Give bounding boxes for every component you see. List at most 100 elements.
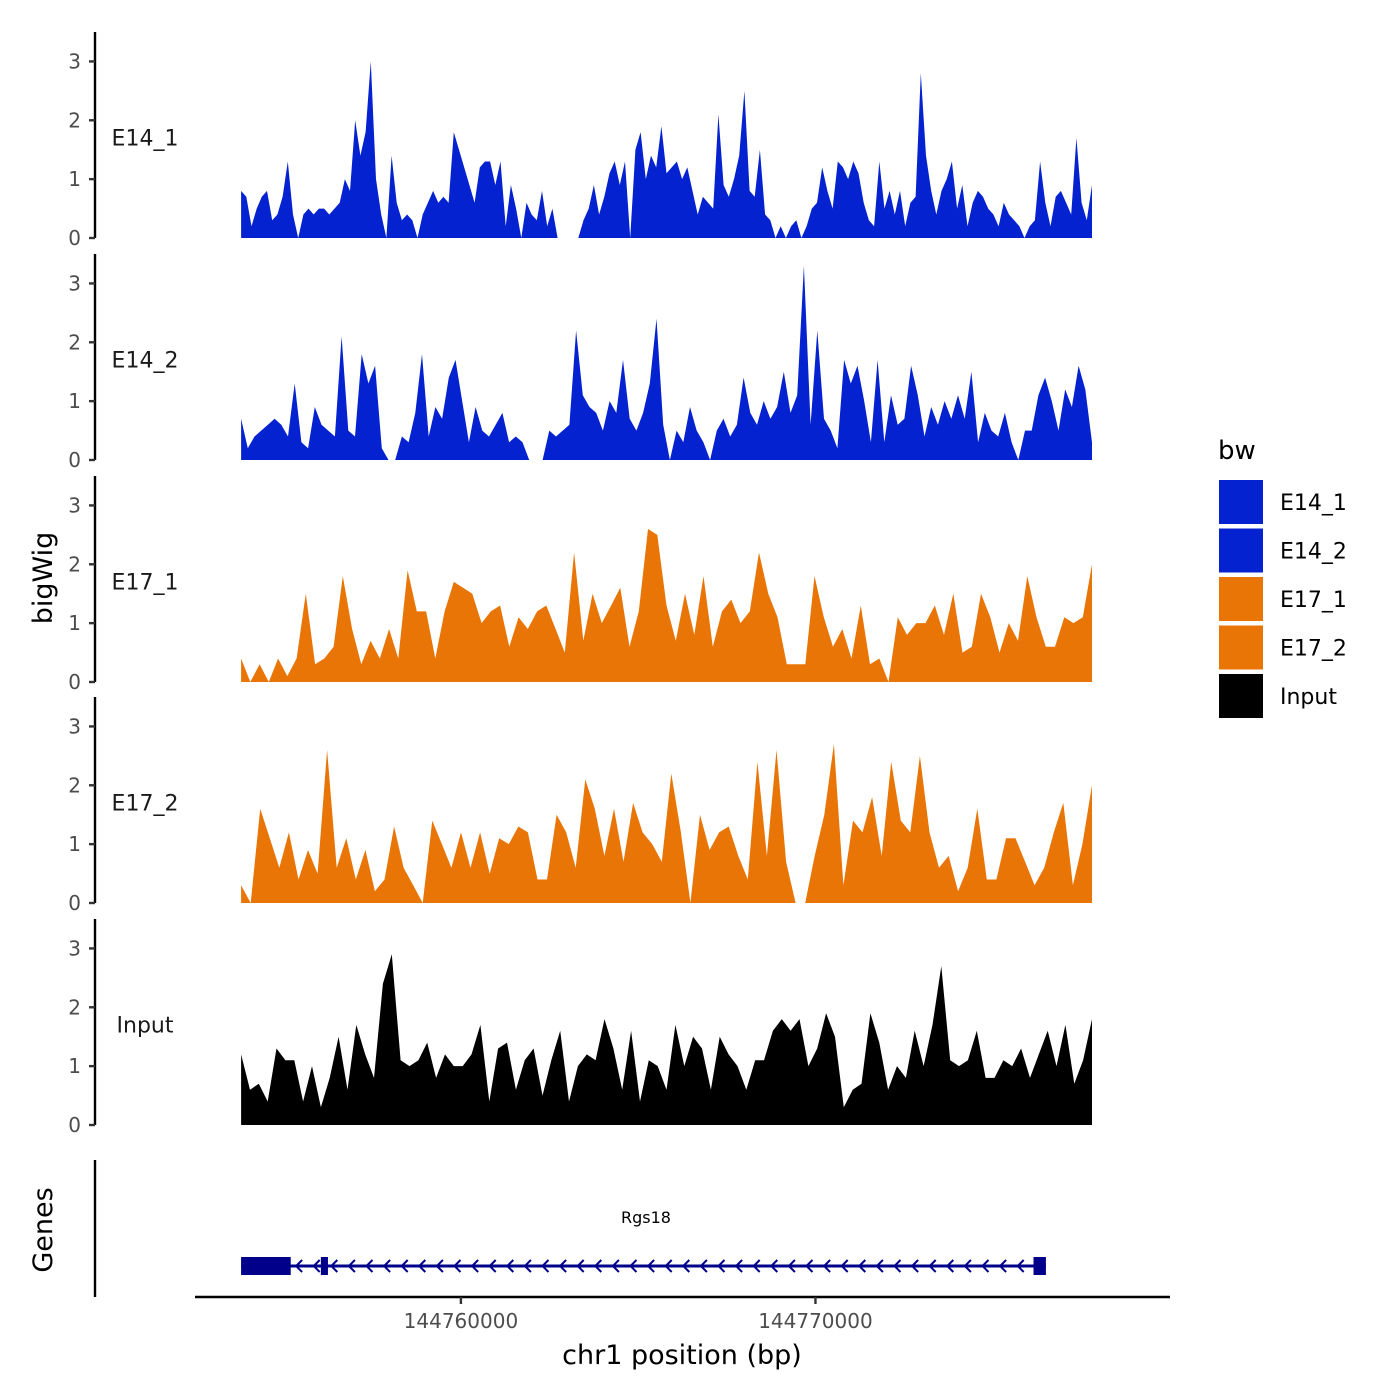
strand-arrow bbox=[769, 1259, 779, 1273]
legend-item-E17_2: E17_2 bbox=[1219, 625, 1347, 670]
y-tick-label: 0 bbox=[68, 448, 81, 472]
signal-area-E14_1 bbox=[241, 61, 1093, 239]
panel-label: E14_1 bbox=[112, 126, 179, 151]
strand-arrow bbox=[717, 1259, 726, 1273]
signal-area-E17_1 bbox=[241, 529, 1093, 682]
y-tick-label: 2 bbox=[68, 995, 81, 1019]
y-tick-label: 3 bbox=[68, 493, 81, 517]
legend-label: E14_1 bbox=[1280, 491, 1347, 516]
strand-arrow bbox=[365, 1259, 374, 1273]
panel-E17_1: 0 1 2 3 E17_1 bbox=[68, 476, 1093, 694]
gene-exon bbox=[241, 1257, 291, 1275]
strand-arrow bbox=[488, 1259, 497, 1273]
strand-arrow bbox=[805, 1259, 814, 1273]
strand-arrow bbox=[910, 1259, 919, 1273]
y-tick-label: 1 bbox=[68, 1054, 81, 1078]
strand-arrow bbox=[752, 1259, 761, 1273]
y-axis-title: bigWig bbox=[28, 532, 59, 625]
panel-E14_1: 0 1 2 3 E14_1 bbox=[68, 32, 1093, 250]
genes-axis-title: Genes bbox=[28, 1187, 59, 1272]
strand-arrow bbox=[505, 1259, 515, 1273]
y-tick-label: 1 bbox=[68, 167, 81, 191]
strand-arrow bbox=[576, 1259, 585, 1273]
gene-exon bbox=[320, 1257, 328, 1275]
y-tick-label: 0 bbox=[68, 226, 81, 250]
genes-panel: Rgs18 bbox=[93, 1160, 1046, 1297]
y-tick-label: 3 bbox=[68, 714, 81, 738]
legend-label: Input bbox=[1280, 685, 1337, 710]
strand-arrow bbox=[857, 1259, 867, 1273]
strand-arrow bbox=[417, 1259, 427, 1273]
legend-swatch bbox=[1219, 577, 1263, 621]
gene-name-label: Rgs18 bbox=[621, 1208, 671, 1227]
legend-title: bw bbox=[1218, 436, 1256, 466]
strand-arrow bbox=[822, 1259, 831, 1273]
panel-label: E17_1 bbox=[112, 570, 179, 595]
strand-arrow bbox=[400, 1259, 409, 1273]
legend-swatch bbox=[1219, 480, 1263, 524]
y-tick-label: 3 bbox=[68, 936, 81, 960]
signal-area-E14_2 bbox=[241, 265, 1093, 460]
y-tick-label: 0 bbox=[68, 1113, 81, 1137]
strand-arrow bbox=[294, 1259, 303, 1273]
gene-exon bbox=[1033, 1257, 1046, 1275]
y-tick-label: 2 bbox=[68, 330, 81, 354]
strand-arrow bbox=[734, 1259, 743, 1273]
x-axis-title: chr1 position (bp) bbox=[562, 1340, 802, 1371]
y-tick-label: 3 bbox=[68, 49, 81, 73]
strand-arrow bbox=[699, 1259, 708, 1273]
strand-arrow bbox=[1016, 1259, 1025, 1273]
y-tick-label: 1 bbox=[68, 832, 81, 856]
strand-arrow bbox=[611, 1259, 620, 1273]
y-tick-label: 2 bbox=[68, 773, 81, 797]
y-tick-label: 2 bbox=[68, 108, 81, 132]
strand-arrow bbox=[541, 1259, 550, 1273]
panel-E14_2: 0 1 2 3 E14_2 bbox=[68, 254, 1093, 472]
strand-arrow bbox=[593, 1259, 603, 1273]
signal-area-E17_2 bbox=[241, 744, 1093, 903]
strand-arrow bbox=[963, 1259, 972, 1273]
y-tick-label: 1 bbox=[68, 611, 81, 635]
strand-arrow bbox=[347, 1259, 356, 1273]
strand-arrow bbox=[840, 1259, 849, 1273]
legend-item-Input: Input bbox=[1219, 674, 1337, 718]
signal-area-Input bbox=[241, 954, 1093, 1125]
strand-arrow bbox=[312, 1259, 321, 1273]
legend-swatch bbox=[1219, 528, 1263, 573]
legend-swatch bbox=[1219, 625, 1263, 670]
legend-item-E14_2: E14_2 bbox=[1219, 528, 1347, 573]
strand-arrow bbox=[998, 1259, 1007, 1273]
strand-arrow bbox=[893, 1259, 902, 1273]
y-tick-label: 2 bbox=[68, 552, 81, 576]
strand-arrow bbox=[435, 1259, 444, 1273]
strand-arrow bbox=[382, 1259, 391, 1273]
legend-label: E17_2 bbox=[1280, 637, 1347, 662]
panel-Input: 0 1 2 3 Input bbox=[68, 919, 1093, 1137]
signal-panels: 0 1 2 3 E14_1 0 1 2 3 E14_2 0 1 2 3 E17_1 0 1 2 3 E17_2 0 1 2 3… bbox=[68, 32, 1093, 1137]
legend-label: E14_2 bbox=[1280, 540, 1347, 565]
x-tick-label: 144770000 bbox=[758, 1309, 873, 1333]
x-axis: 144760000 144770000 bbox=[195, 1295, 1170, 1333]
y-tick-label: 3 bbox=[68, 271, 81, 295]
legend-item-E14_1: E14_1 bbox=[1219, 480, 1347, 524]
legend-label: E17_1 bbox=[1280, 588, 1347, 613]
legend-swatch bbox=[1219, 674, 1263, 718]
strand-arrow bbox=[787, 1259, 796, 1273]
strand-arrow bbox=[470, 1259, 479, 1273]
y-tick-label: 0 bbox=[68, 891, 81, 915]
strand-arrow bbox=[558, 1259, 567, 1273]
strand-arrow bbox=[629, 1259, 638, 1273]
panel-E17_2: 0 1 2 3 E17_2 bbox=[68, 697, 1093, 915]
y-tick-label: 0 bbox=[68, 670, 81, 694]
strand-arrow bbox=[646, 1259, 655, 1273]
panel-label: E14_2 bbox=[112, 348, 179, 373]
strand-arrow bbox=[453, 1259, 462, 1273]
strand-arrow bbox=[523, 1259, 532, 1273]
strand-arrow bbox=[945, 1259, 955, 1273]
strand-arrow bbox=[681, 1259, 691, 1273]
strand-arrow bbox=[981, 1259, 990, 1273]
x-tick-label: 144760000 bbox=[404, 1309, 519, 1333]
y-tick-label: 1 bbox=[68, 389, 81, 413]
strand-arrow bbox=[875, 1259, 884, 1273]
